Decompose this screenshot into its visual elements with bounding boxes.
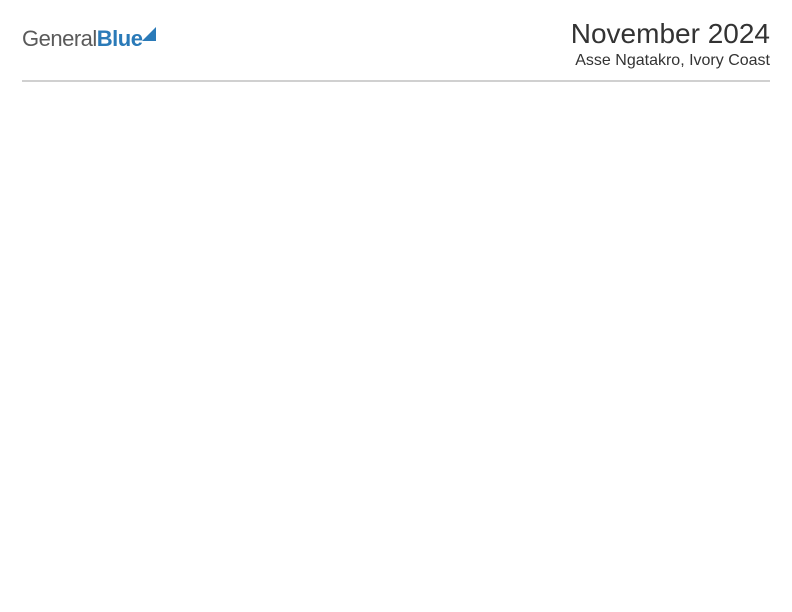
calendar-page: GeneralBlue November 2024 Asse Ngatakro,… xyxy=(0,0,792,100)
brand-logo: GeneralBlue xyxy=(22,18,156,52)
brand-logo-text: GeneralBlue xyxy=(22,26,142,52)
triangle-icon xyxy=(142,27,156,41)
month-title: November 2024 xyxy=(571,18,770,50)
brand-logo-word1: General xyxy=(22,26,97,51)
brand-logo-word2: Blue xyxy=(97,26,143,51)
page-header: GeneralBlue November 2024 Asse Ngatakro,… xyxy=(22,18,770,70)
title-block: November 2024 Asse Ngatakro, Ivory Coast xyxy=(571,18,770,70)
calendar-grid xyxy=(22,80,770,82)
location-subtitle: Asse Ngatakro, Ivory Coast xyxy=(571,52,770,70)
